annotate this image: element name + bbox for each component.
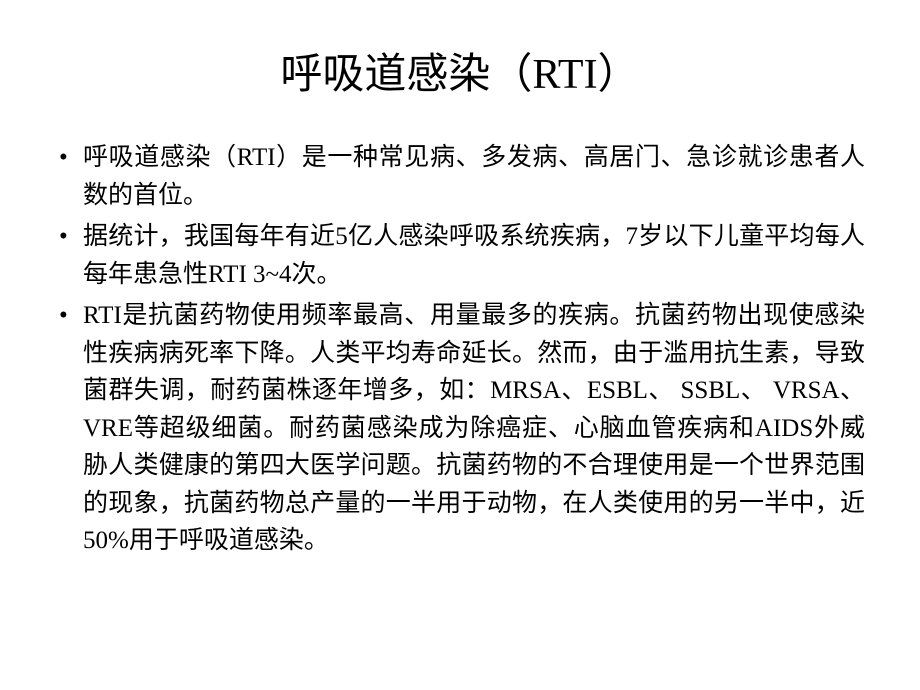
slide-title: 呼吸道感染（RTI） [55,40,865,101]
slide-content: • 呼吸道感染（RTI）是一种常见病、多发病、高居门、急诊就诊患者人数的首位。 … [55,139,865,560]
bullet-text: 呼吸道感染（RTI）是一种常见病、多发病、高居门、急诊就诊患者人数的首位。 [83,139,865,214]
bullet-item: • RTI是抗菌药物使用频率最高、用量最多的疾病。抗菌药物出现使感染性疾病病死率… [55,297,865,560]
bullet-marker-icon: • [55,297,83,560]
bullet-item: • 呼吸道感染（RTI）是一种常见病、多发病、高居门、急诊就诊患者人数的首位。 [55,139,865,214]
bullet-item: • 据统计，我国每年有近5亿人感染呼吸系统疾病，7岁以下儿童平均每人每年患急性R… [55,218,865,293]
bullet-text: 据统计，我国每年有近5亿人感染呼吸系统疾病，7岁以下儿童平均每人每年患急性RTI… [83,218,865,293]
bullet-marker-icon: • [55,218,83,293]
bullet-text: RTI是抗菌药物使用频率最高、用量最多的疾病。抗菌药物出现使感染性疾病病死率下降… [83,297,865,560]
bullet-marker-icon: • [55,139,83,214]
